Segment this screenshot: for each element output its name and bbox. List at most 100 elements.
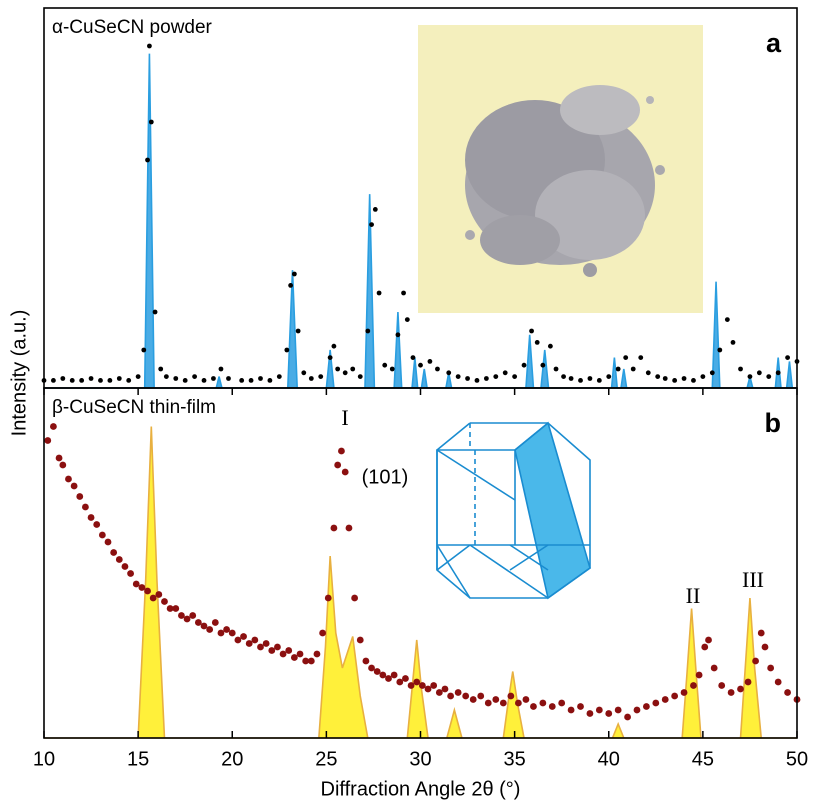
- data-point: [492, 696, 500, 703]
- data-point: [447, 692, 455, 700]
- data-point: [695, 671, 703, 679]
- data-point: [166, 605, 174, 612]
- data-point: [178, 612, 185, 619]
- data-point: [334, 461, 342, 469]
- data-point: [499, 699, 507, 707]
- data-point: [245, 640, 253, 647]
- data-point: [441, 685, 449, 693]
- data-point: [226, 376, 231, 381]
- x-tick-label: 35: [504, 748, 526, 770]
- panel-label: b: [765, 408, 782, 438]
- data-point: [404, 317, 410, 322]
- data-point: [87, 514, 95, 521]
- data-point: [356, 636, 364, 644]
- data-point: [59, 461, 67, 469]
- data-point: [295, 328, 301, 334]
- data-point: [60, 376, 66, 381]
- data-point: [512, 374, 518, 379]
- data-point: [107, 378, 113, 383]
- data-point: [435, 366, 440, 372]
- data-point: [70, 482, 78, 490]
- data-point: [521, 362, 527, 368]
- data-point: [655, 374, 661, 379]
- data-point: [251, 636, 259, 644]
- data-point: [362, 657, 370, 665]
- data-point: [110, 549, 118, 556]
- data-point: [82, 503, 89, 511]
- data-point: [239, 378, 245, 383]
- data-point: [530, 703, 537, 710]
- data-point: [342, 370, 348, 376]
- data-point: [201, 378, 207, 383]
- data-point: [558, 699, 566, 707]
- data-point: [262, 640, 270, 647]
- panel-label: a: [766, 28, 782, 58]
- data-point: [50, 423, 57, 430]
- data-point: [548, 703, 556, 710]
- data-point: [507, 692, 515, 700]
- data-point: [766, 374, 772, 379]
- data-point: [615, 366, 621, 372]
- data-point: [483, 376, 489, 381]
- annotation: I: [341, 405, 348, 430]
- data-point: [79, 378, 85, 383]
- data-point: [469, 696, 477, 703]
- data-point: [465, 376, 470, 381]
- data-point: [402, 675, 409, 682]
- panel-title: α-CuSeCN powder: [52, 17, 213, 38]
- data-point: [335, 366, 341, 372]
- data-point: [206, 626, 214, 633]
- data-point: [757, 629, 765, 637]
- data-point: [633, 706, 641, 714]
- data-point: [606, 374, 612, 379]
- data-point: [291, 271, 297, 277]
- powder-photo: [418, 25, 703, 313]
- data-point: [454, 689, 462, 696]
- data-point: [578, 378, 583, 383]
- data-point: [493, 374, 499, 379]
- data-point: [285, 647, 293, 654]
- data-point: [357, 374, 363, 379]
- data-point: [228, 629, 236, 637]
- data-point: [116, 376, 122, 381]
- data-point: [662, 376, 668, 381]
- data-point: [690, 682, 697, 689]
- data-point: [147, 43, 152, 49]
- data-point: [211, 619, 219, 626]
- x-tick-label: 20: [221, 748, 243, 770]
- data-point: [418, 682, 426, 689]
- data-point: [744, 678, 752, 686]
- data-point: [382, 362, 388, 368]
- data-point: [296, 650, 304, 658]
- data-point: [98, 531, 106, 539]
- data-point: [701, 643, 709, 651]
- data-point: [691, 378, 696, 383]
- x-tick-label: 25: [315, 748, 337, 770]
- data-point: [427, 359, 433, 364]
- data-point: [257, 643, 264, 651]
- data-point: [194, 619, 202, 626]
- data-point: [350, 366, 356, 372]
- x-tick-label: 10: [33, 748, 55, 770]
- data-point: [752, 657, 759, 665]
- data-point: [705, 636, 712, 644]
- data-point: [324, 594, 332, 602]
- data-point: [553, 366, 559, 372]
- data-point: [376, 290, 382, 296]
- data-point: [567, 706, 575, 714]
- data-point: [149, 594, 157, 602]
- data-point: [121, 563, 129, 570]
- data-point: [258, 376, 263, 381]
- data-point: [155, 591, 163, 598]
- data-point: [331, 343, 337, 349]
- data-point: [368, 664, 375, 672]
- data-point: [390, 671, 398, 679]
- data-point: [474, 378, 480, 383]
- data-point: [173, 376, 179, 381]
- x-tick-label: 45: [692, 748, 714, 770]
- data-point: [652, 699, 660, 707]
- x-tick-label: 15: [127, 748, 149, 770]
- data-point: [182, 378, 188, 383]
